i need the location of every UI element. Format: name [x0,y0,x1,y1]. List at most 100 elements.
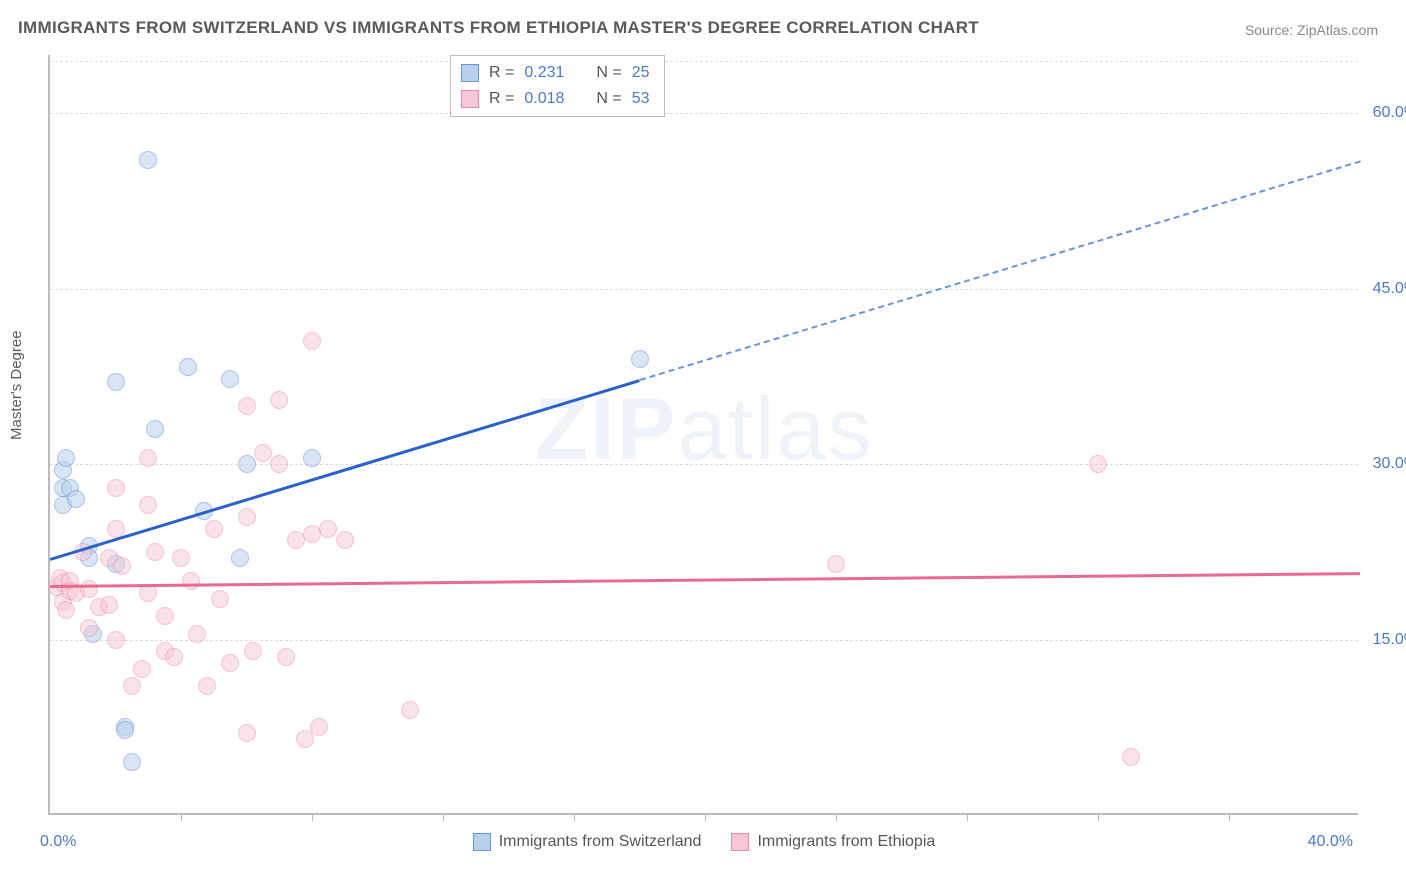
data-point-ethiopia [182,572,200,590]
source-prefix: Source: [1245,22,1297,38]
data-point-ethiopia [277,648,295,666]
legend-label: Immigrants from Switzerland [499,833,702,851]
watermark-thin: atlas [678,379,874,478]
y-tick-label: 15.0% [1363,631,1406,649]
gridline [50,113,1358,114]
stat-n-value: 25 [632,64,650,82]
stat-n-label: N = [596,90,621,108]
data-point-ethiopia [310,718,328,736]
data-point-ethiopia [211,590,229,608]
x-tick [574,813,575,821]
data-point-switzerland [303,449,321,467]
data-point-switzerland [231,549,249,567]
data-point-ethiopia [57,601,75,619]
data-point-ethiopia [172,549,190,567]
data-point-ethiopia [238,397,256,415]
data-point-ethiopia [401,701,419,719]
data-point-ethiopia [287,531,305,549]
data-point-switzerland [57,449,75,467]
plot-area: ZIPatlas R =0.231N =25R =0.018N =53 0.0%… [48,55,1358,815]
x-tick [836,813,837,821]
data-point-ethiopia [100,596,118,614]
stat-n-value: 53 [632,90,650,108]
data-point-ethiopia [238,724,256,742]
data-point-ethiopia [1089,455,1107,473]
data-point-ethiopia [205,520,223,538]
stats-row-ethiopia: R = 0.018 N = 53 [461,86,650,112]
x-tick [443,813,444,821]
gridline [50,289,1358,290]
data-point-ethiopia [188,625,206,643]
data-point-ethiopia [198,677,216,695]
legend-item-ethiopia: Immigrants from Ethiopia [731,833,935,851]
stat-r-value: 0.018 [524,90,564,108]
watermark-bold: ZIP [535,379,678,478]
gridline [50,640,1358,641]
data-point-ethiopia [107,479,125,497]
data-point-ethiopia [303,525,321,543]
stats-row-switzerland: R = 0.231 N = 25 [461,60,650,86]
data-point-ethiopia [139,496,157,514]
data-point-switzerland [139,151,157,169]
legend-label: Immigrants from Ethiopia [757,833,935,851]
data-point-ethiopia [139,449,157,467]
swatch-switzerland [473,833,491,851]
swatch-switzerland [461,64,479,82]
data-point-ethiopia [303,332,321,350]
swatch-ethiopia [731,833,749,851]
data-point-switzerland [221,370,239,388]
series-legend: Immigrants from Switzerland Immigrants fr… [50,833,1358,851]
chart-title: IMMIGRANTS FROM SWITZERLAND VS IMMIGRANT… [18,18,979,38]
data-point-ethiopia [107,631,125,649]
x-tick [1098,813,1099,821]
stat-r-value: 0.231 [524,64,564,82]
y-tick-label: 45.0% [1363,280,1406,298]
data-point-ethiopia [80,580,98,598]
data-point-switzerland [123,753,141,771]
data-point-switzerland [107,373,125,391]
data-point-ethiopia [270,391,288,409]
stats-legend: R = 0.231 N = 25 R = 0.018 N = 53 [450,55,665,117]
data-point-switzerland [238,455,256,473]
data-point-ethiopia [336,531,354,549]
x-tick [967,813,968,821]
x-tick [181,813,182,821]
data-point-ethiopia [80,619,98,637]
data-point-ethiopia [156,607,174,625]
data-point-ethiopia [254,444,272,462]
stat-r-label: R = [489,90,514,108]
data-point-ethiopia [827,555,845,573]
data-point-ethiopia [270,455,288,473]
y-tick-label: 60.0% [1363,104,1406,122]
trend-line [50,572,1360,588]
data-point-ethiopia [221,654,239,672]
data-point-ethiopia [1122,748,1140,766]
data-point-ethiopia [244,642,262,660]
source-link[interactable]: ZipAtlas.com [1297,22,1378,38]
data-point-ethiopia [238,508,256,526]
y-tick-label: 30.0% [1363,455,1406,473]
data-point-ethiopia [107,520,125,538]
x-tick [1229,813,1230,821]
data-point-switzerland [146,420,164,438]
x-tick [312,813,313,821]
data-point-switzerland [631,350,649,368]
stat-n-label: N = [596,64,621,82]
gridline [50,61,1358,62]
data-point-ethiopia [319,520,337,538]
data-point-ethiopia [146,543,164,561]
data-point-ethiopia [123,677,141,695]
y-axis-label: Master's Degree [8,330,25,440]
data-point-switzerland [179,358,197,376]
data-point-ethiopia [113,557,131,575]
x-tick [705,813,706,821]
legend-item-switzerland: Immigrants from Switzerland [473,833,702,851]
data-point-switzerland [116,721,134,739]
swatch-ethiopia [461,90,479,108]
stat-r-label: R = [489,64,514,82]
data-point-switzerland [67,490,85,508]
trend-line [639,160,1360,381]
data-point-ethiopia [133,660,151,678]
data-point-ethiopia [165,648,183,666]
source-attribution: Source: ZipAtlas.com [1245,22,1378,38]
